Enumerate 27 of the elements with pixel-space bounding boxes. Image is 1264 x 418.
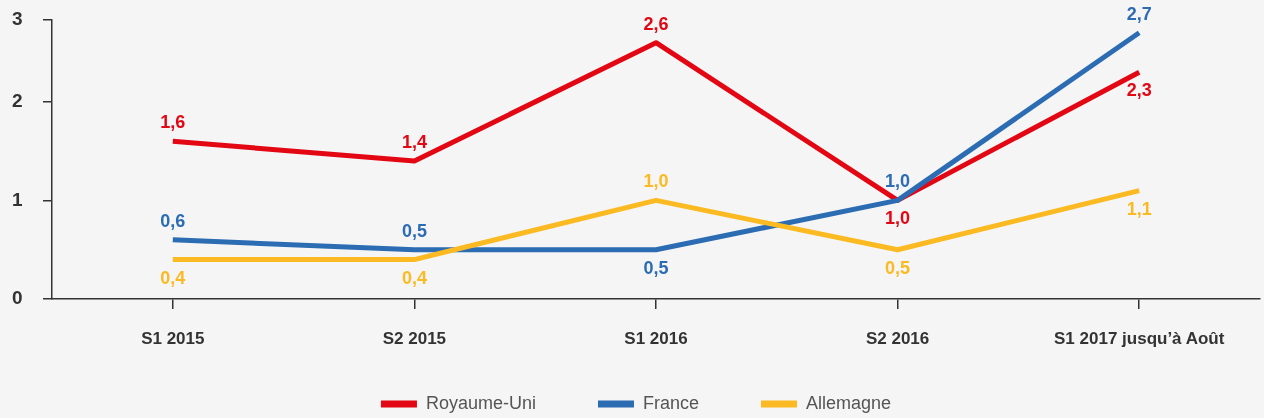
data-label: 2,6: [643, 13, 669, 34]
data-label: 0,5: [643, 257, 669, 278]
y-tick-label: 0: [12, 287, 23, 309]
legend-label: France: [642, 392, 700, 413]
data-label: 2,7: [1126, 3, 1152, 24]
data-label: 1,0: [885, 171, 911, 192]
y-tick-label: 2: [12, 90, 23, 112]
data-label: 1,4: [401, 131, 427, 152]
y-tick-label: 1: [12, 188, 23, 210]
x-tick-label: S2 2016: [865, 328, 930, 348]
data-label: 0,5: [885, 257, 911, 278]
data-label: 0,4: [401, 267, 427, 288]
data-label: 0,5: [401, 220, 427, 241]
legend-label: Allemagne: [806, 392, 892, 413]
data-label: 0,6: [160, 210, 186, 231]
x-tick-label: S1 2017 jusqu’à Août: [1054, 328, 1225, 348]
data-label: 1,0: [885, 208, 911, 229]
data-label: 1,6: [160, 112, 186, 133]
x-tick-label: S1 2015: [141, 328, 205, 348]
x-tick-label: S2 2015: [382, 328, 447, 348]
data-label: 1,1: [1126, 198, 1152, 219]
x-tick-label: S1 2016: [624, 328, 688, 348]
data-label: 0,4: [160, 267, 186, 288]
y-tick-label: 3: [12, 8, 23, 30]
data-label: 2,3: [1126, 80, 1152, 101]
legend-label: Royaume-Uni: [425, 392, 536, 413]
data-label: 1,0: [643, 171, 669, 192]
